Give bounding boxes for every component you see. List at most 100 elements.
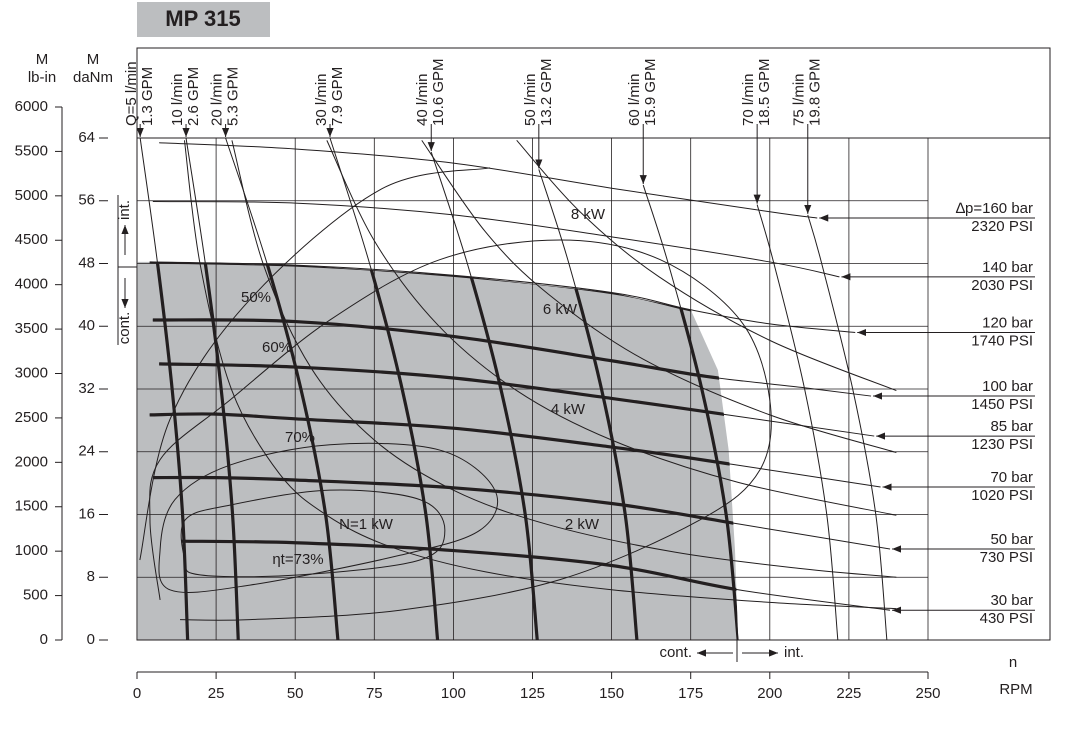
flow-label: 40 l/min (414, 73, 431, 126)
pressure-label: 85 bar (990, 418, 1033, 435)
y2-tick-label: 4500 (15, 231, 48, 248)
flow-gpm-label: 10.6 GPM (430, 58, 447, 126)
flow-gpm-label: 7.9 GPM (329, 67, 346, 126)
efficiency-label: ηt=73% (272, 551, 323, 568)
flow-label: 70 l/min (740, 73, 757, 126)
y-tick-label: 8 (87, 568, 95, 585)
pressure-curve (159, 142, 818, 219)
flow-curve-cont (328, 261, 440, 640)
flow-curve-cont (429, 261, 539, 640)
flow-gpm-label: 1.3 GPM (139, 67, 156, 126)
flow-label: 75 l/min (791, 73, 808, 126)
flow-curve-cont (138, 261, 190, 640)
pressure-curve-cont (159, 362, 739, 438)
power-curve (231, 140, 897, 578)
flow-label: 50 l/min (522, 73, 539, 126)
flow-curve-cont (537, 261, 639, 640)
y2-tick-label: 0 (40, 631, 48, 648)
pressure-label: 120 bar (982, 314, 1033, 331)
x-tick-label: 225 (836, 685, 861, 702)
y2-tick-label: 1500 (15, 498, 48, 515)
flow-gpm-label: 15.9 GPM (642, 58, 659, 126)
x-tick-label: 50 (287, 685, 304, 702)
flow-curve (756, 204, 839, 641)
pressure-label: 30 bar (990, 592, 1033, 609)
y2-tick-label: 6000 (15, 98, 48, 115)
y-tick-label: 56 (78, 192, 95, 209)
cont-label: cont. (116, 312, 133, 345)
flow-label: 20 l/min (209, 73, 226, 126)
power-curve (183, 140, 897, 610)
flow-gpm-label: 2.6 GPM (185, 67, 202, 126)
y-tick-label: 0 (87, 631, 95, 648)
x-axis-unit: RPM (999, 681, 1032, 698)
y-tick-label: 48 (78, 254, 95, 271)
chart-title: MP 315 (165, 6, 240, 31)
flow-curve-cont (641, 261, 739, 640)
y2-tick-label: 4000 (15, 276, 48, 293)
y2-tick-label: 5500 (15, 142, 48, 159)
y2-tick-label: 1000 (15, 542, 48, 559)
pressure-psi-label: 430 PSI (980, 610, 1033, 627)
y-tick-label: 64 (78, 129, 95, 146)
pressure-label: ∆p=160 bar (956, 200, 1033, 217)
y-tick-label: 24 (78, 443, 95, 460)
power-curve (421, 140, 897, 454)
y-axis-unit: daNm (73, 69, 113, 86)
y2-tick-label: 2000 (15, 453, 48, 470)
pressure-label: 70 bar (990, 469, 1033, 486)
x-tick-label: 75 (366, 685, 383, 702)
y2-axis-label: M (36, 51, 49, 68)
pressure-psi-label: 2320 PSI (971, 218, 1033, 235)
pressure-curve-cont (159, 143, 817, 218)
flow-label: Q=5 l/min (123, 61, 140, 126)
y-tick-label: 32 (78, 380, 95, 397)
y2-tick-label: 500 (23, 587, 48, 604)
efficiency-label: 60% (262, 339, 292, 356)
y-axis-label: M (87, 51, 100, 68)
efficiency-curve (158, 442, 499, 593)
x-tick-label: 100 (441, 685, 466, 702)
pressure-curve-cont (181, 539, 739, 612)
x-axis-label: n (1009, 654, 1017, 671)
cont-label: cont. (659, 644, 692, 661)
pressure-curve (149, 261, 856, 334)
y2-tick-label: 5000 (15, 187, 48, 204)
title-box (137, 2, 270, 37)
pressure-label: 50 bar (990, 531, 1033, 548)
power-label: 4 kW (551, 401, 586, 418)
pressure-psi-label: 1450 PSI (971, 396, 1033, 413)
pressure-label: 140 bar (982, 259, 1033, 276)
x-tick-label: 175 (678, 685, 703, 702)
flow-curve-cont (757, 205, 838, 640)
y2-tick-label: 2500 (15, 409, 48, 426)
flow-curve (807, 214, 888, 641)
x-tick-label: 0 (133, 685, 141, 702)
power-label: 8 kW (571, 206, 606, 223)
x-tick-label: 25 (208, 685, 225, 702)
pressure-psi-label: 730 PSI (980, 549, 1033, 566)
power-label: 6 kW (543, 301, 578, 318)
flow-curve-cont (224, 261, 340, 640)
flow-gpm-label: 19.8 GPM (807, 58, 824, 126)
pressure-psi-label: 2030 PSI (971, 277, 1033, 294)
flow-curve-cont (184, 261, 240, 640)
y2-tick-label: 3000 (15, 364, 48, 381)
pressure-curve-cont (152, 318, 739, 398)
efficiency-label: 50% (241, 289, 271, 306)
flow-curve-cont (808, 215, 887, 640)
flow-gpm-label: 5.3 GPM (225, 67, 242, 126)
y2-axis-unit: lb-in (28, 69, 56, 86)
y-tick-label: 16 (78, 505, 95, 522)
flow-gpm-label: 13.2 GPM (538, 58, 555, 126)
int-label: int. (784, 644, 804, 661)
power-label: N=1 kW (339, 516, 394, 533)
pressure-curve-cont (152, 475, 739, 551)
efficiency-curve (139, 167, 491, 561)
flow-gpm-label: 18.5 GPM (756, 58, 773, 126)
int-label: int. (116, 200, 133, 220)
pressure-psi-label: 1020 PSI (971, 487, 1033, 504)
flow-label: 10 l/min (169, 73, 186, 126)
x-tick-label: 150 (599, 685, 624, 702)
